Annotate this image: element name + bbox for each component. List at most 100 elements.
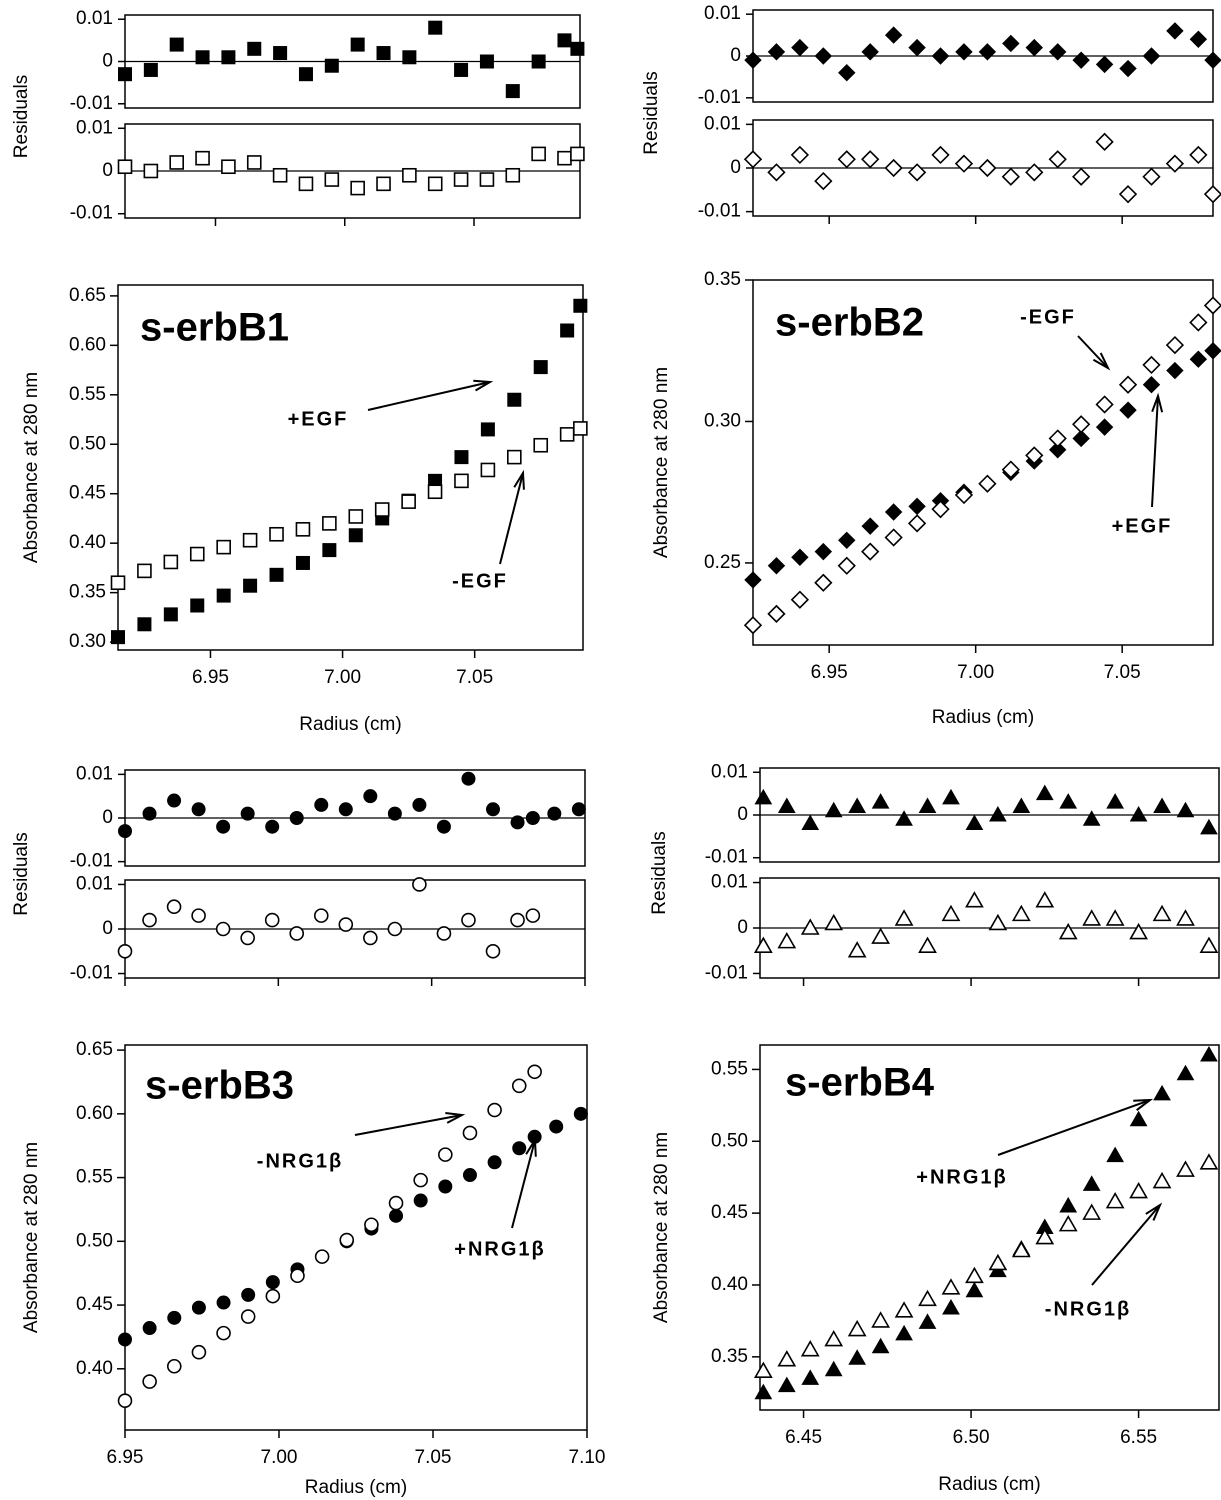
residual-point bbox=[1153, 797, 1171, 813]
residual-point bbox=[350, 180, 365, 196]
residual-point bbox=[824, 913, 844, 931]
residual-point bbox=[324, 172, 340, 187]
data-point bbox=[1082, 1203, 1102, 1220]
y-tick-label: 0.50 bbox=[76, 1230, 113, 1251]
residual-point bbox=[1025, 163, 1044, 182]
data-point bbox=[265, 1288, 281, 1304]
y-tick-label: 0.35 bbox=[711, 1346, 748, 1367]
residual-point bbox=[1035, 784, 1054, 801]
residual-point bbox=[338, 802, 353, 817]
residual-point bbox=[800, 918, 820, 935]
series-annotation: +NRG1β bbox=[454, 1238, 545, 1260]
data-point bbox=[166, 1358, 182, 1374]
arrow-shaft bbox=[367, 381, 491, 411]
residual-y-tick-label: 0.01 bbox=[76, 8, 113, 29]
data-point bbox=[265, 1275, 280, 1290]
arrow-head bbox=[525, 1136, 537, 1157]
residual-point bbox=[1166, 22, 1184, 40]
y-tick-label: 0.25 bbox=[704, 552, 741, 573]
data-point bbox=[295, 522, 311, 537]
residual-point bbox=[1129, 922, 1148, 940]
residual-point bbox=[169, 37, 184, 52]
residual-point bbox=[195, 150, 210, 166]
data-point bbox=[918, 1289, 937, 1307]
residual-point bbox=[918, 936, 937, 953]
residual-point bbox=[221, 50, 236, 65]
x-tick-label: 7.05 bbox=[456, 667, 493, 688]
panel-title: s-erbB4 bbox=[785, 1061, 935, 1105]
residual-point bbox=[505, 167, 521, 183]
data-point bbox=[560, 323, 575, 338]
residual-point bbox=[931, 47, 950, 65]
data-point bbox=[137, 617, 152, 632]
data-point bbox=[573, 421, 588, 436]
residual-point bbox=[402, 167, 417, 183]
data-point bbox=[389, 1208, 404, 1223]
residual-point bbox=[801, 814, 820, 831]
residual-point bbox=[453, 172, 469, 187]
residual-point bbox=[791, 38, 809, 57]
residual-y-tick-label: -0.01 bbox=[705, 962, 748, 983]
arrow-shaft bbox=[1077, 335, 1109, 369]
plot-frame bbox=[752, 279, 1214, 646]
residual-point bbox=[531, 54, 546, 69]
residual-point bbox=[479, 54, 494, 69]
data-point bbox=[1129, 1181, 1148, 1199]
residual-y-tick-label: 0.01 bbox=[704, 113, 741, 134]
residual-point bbox=[247, 41, 262, 56]
residual-point bbox=[387, 921, 403, 937]
data-point bbox=[1165, 335, 1185, 355]
x-tick-label: 6.95 bbox=[192, 667, 229, 688]
y-tick-label: 0.55 bbox=[711, 1058, 748, 1079]
residual-point bbox=[412, 797, 427, 812]
residual-y-tick-label: -0.01 bbox=[70, 93, 113, 114]
data-point bbox=[322, 543, 337, 558]
data-point bbox=[242, 532, 258, 548]
data-point bbox=[1200, 1046, 1218, 1062]
residual-point bbox=[142, 806, 157, 821]
x-tick-label: 6.95 bbox=[811, 662, 848, 683]
data-point bbox=[1199, 1153, 1219, 1170]
residual-point bbox=[744, 51, 762, 69]
residual-point bbox=[570, 41, 585, 56]
residual-point bbox=[412, 877, 427, 892]
residual-point bbox=[989, 805, 1007, 822]
x-tick-label: 7.00 bbox=[957, 662, 994, 683]
data-point bbox=[931, 500, 950, 519]
data-point bbox=[269, 526, 284, 542]
residual-point bbox=[1001, 167, 1020, 186]
y-tick-label: 0.45 bbox=[711, 1202, 748, 1223]
y-tick-label: 0.40 bbox=[711, 1274, 748, 1295]
residual-y-tick-label: 0 bbox=[737, 804, 748, 825]
residual-point bbox=[350, 37, 365, 52]
data-point bbox=[838, 531, 856, 550]
residual-point bbox=[1058, 922, 1078, 940]
residual-point bbox=[955, 43, 973, 61]
residual-point bbox=[1095, 132, 1114, 151]
residual-y-tick-label: 0 bbox=[102, 160, 113, 181]
data-point bbox=[800, 1340, 820, 1357]
residual-point bbox=[376, 176, 391, 192]
data-point bbox=[348, 528, 363, 543]
y-axis-label: Absorbance at 280 nm bbox=[651, 1132, 672, 1323]
data-point bbox=[1011, 1240, 1031, 1258]
residual-point bbox=[1165, 154, 1185, 173]
residual-point bbox=[557, 33, 572, 48]
residual-point bbox=[1072, 167, 1091, 186]
y-tick-label: 0.50 bbox=[711, 1130, 748, 1151]
data-point bbox=[908, 497, 926, 516]
data-point bbox=[837, 556, 856, 575]
data-point bbox=[191, 1344, 207, 1360]
y-tick-label: 0.50 bbox=[69, 433, 106, 454]
residual-point bbox=[753, 936, 773, 953]
residual-point bbox=[871, 793, 890, 809]
data-point bbox=[507, 449, 522, 465]
data-point bbox=[988, 1253, 1008, 1271]
residual-point bbox=[169, 155, 185, 170]
data-point bbox=[142, 1321, 157, 1336]
data-point bbox=[978, 474, 997, 493]
data-point bbox=[413, 1172, 428, 1188]
arrow-head bbox=[513, 469, 525, 490]
residual-point bbox=[754, 788, 773, 805]
data-point bbox=[1105, 1192, 1125, 1209]
